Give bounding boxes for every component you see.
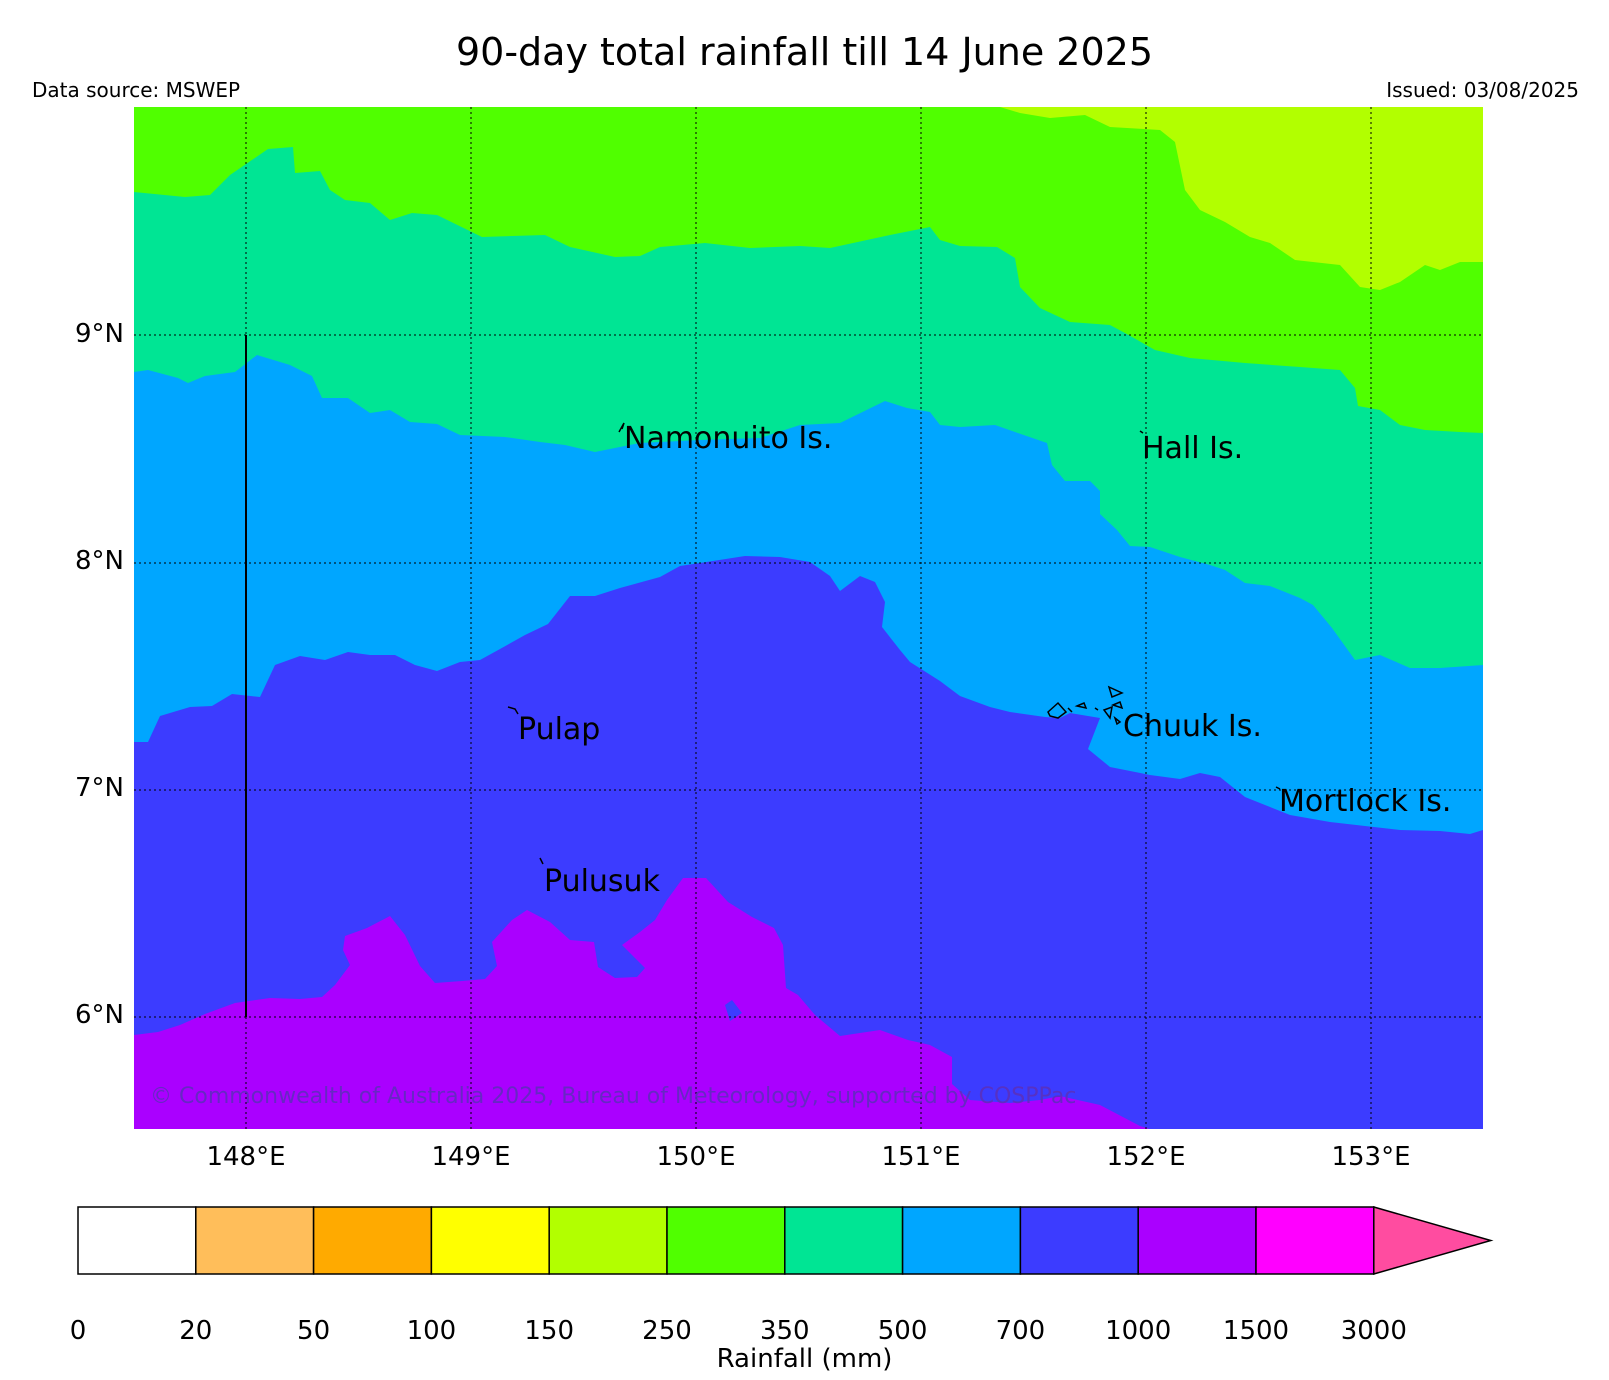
chuuk-island-shape-4	[1102, 705, 1113, 720]
colorbar-segment-6	[784, 1206, 904, 1275]
chuuk-island-shape-5	[1110, 700, 1124, 710]
chuuk-island-shape-7	[1067, 707, 1099, 713]
pulusuk-island-shape	[539, 857, 544, 865]
mortlock-island-shape	[1275, 786, 1281, 790]
data-source-label: Data source: MSWEP	[32, 78, 241, 102]
colorbar-tick-6: 350	[759, 1316, 810, 1346]
colorbar-segment-4	[548, 1206, 668, 1275]
colorbar-segment-2	[312, 1206, 433, 1275]
colorbar-segment-0	[77, 1206, 197, 1275]
colorbar-segment-5	[666, 1206, 786, 1275]
notch-700-1000	[725, 1000, 742, 1021]
colorbar-tick-5: 250	[642, 1316, 692, 1346]
colorbar	[77, 1206, 1494, 1275]
colorbar-tick-4: 150	[524, 1316, 574, 1346]
lon-label-151e: 151°E	[881, 1142, 961, 1172]
hall-island-shape	[1139, 430, 1144, 434]
chuuk-island-shape-1	[1107, 685, 1124, 699]
colorbar-tick-9: 1000	[1105, 1316, 1172, 1346]
map-title: 90-day total rainfall till 14 June 2025	[455, 30, 1154, 74]
map-plot-area	[134, 107, 1483, 1129]
colorbar-tick-0: 0	[69, 1316, 87, 1346]
place-label-chuuk: Chuuk Is.	[1123, 709, 1262, 744]
island-outlines	[507, 422, 1281, 865]
colorbar-segment-10	[1255, 1206, 1375, 1275]
colorbar-label: Rainfall (mm)	[716, 1344, 893, 1374]
lon-label-153e: 153°E	[1331, 1142, 1411, 1172]
issued-date-label: Issued: 03/08/2025	[1386, 78, 1579, 102]
place-label-pulap: Pulap	[518, 712, 600, 747]
colorbar-extend-arrow	[1373, 1206, 1494, 1275]
colorbar-tick-8: 700	[995, 1316, 1046, 1346]
place-label-hall: Hall Is.	[1142, 431, 1243, 466]
colorbar-tick-2: 50	[297, 1316, 331, 1346]
colorbar-segment-3	[430, 1206, 550, 1275]
place-label-namonuito: Namonuito Is.	[624, 421, 832, 456]
lat-label-7n: 7°N	[75, 773, 124, 803]
chuuk-island-shape-6	[1113, 715, 1122, 726]
lat-label-8n: 8°N	[75, 546, 124, 576]
colorbar-segment-1	[195, 1206, 315, 1275]
place-label-pulusuk: Pulusuk	[544, 864, 661, 899]
lon-label-152e: 152°E	[1106, 1142, 1186, 1172]
zone-1000-1500	[134, 878, 1150, 1129]
colorbar-tick-7: 500	[877, 1316, 928, 1346]
colorbar-tick-3: 100	[406, 1316, 457, 1346]
place-label-mortlock: Mortlock Is.	[1279, 784, 1451, 819]
colorbar-segment-8	[1019, 1206, 1139, 1275]
colorbar-tick-1: 20	[179, 1316, 213, 1346]
chuuk-island-shape-2	[1047, 701, 1068, 719]
lat-label-9n: 9°N	[75, 319, 124, 349]
lon-label-150e: 150°E	[656, 1142, 736, 1172]
colorbar-segment-9	[1137, 1206, 1257, 1275]
colorbar-tick-10: 1500	[1222, 1316, 1290, 1346]
copyright-notice: © Commonwealth of Australia 2025, Bureau…	[150, 1084, 1076, 1109]
colorbar-tick-11: 3000	[1340, 1316, 1407, 1346]
lon-label-149e: 149°E	[431, 1142, 511, 1172]
lat-label-6n: 6°N	[75, 1000, 124, 1030]
pulap-island-shape	[507, 706, 519, 715]
colorbar-segment-7	[901, 1206, 1022, 1275]
chuuk-island-shape-3	[1074, 702, 1088, 710]
lon-label-148e: 148°E	[206, 1142, 286, 1172]
namonuito-island-shape	[618, 422, 625, 433]
